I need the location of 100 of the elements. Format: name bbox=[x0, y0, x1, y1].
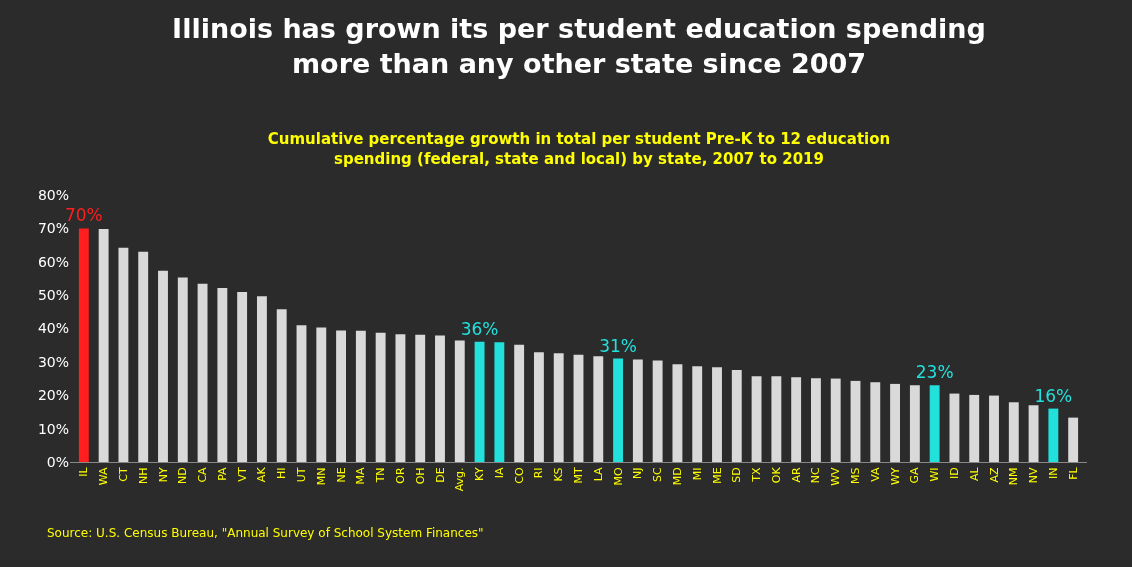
bar bbox=[712, 367, 722, 462]
bar bbox=[771, 376, 782, 462]
x-tick-label: WV bbox=[829, 466, 843, 486]
x-tick-label: AR bbox=[789, 467, 803, 483]
bar bbox=[355, 330, 366, 462]
x-tick-label: NJ bbox=[631, 467, 645, 479]
bar bbox=[573, 354, 584, 462]
chart-title: Illinois has grown its per student education spending more than any other state since 2007 bbox=[172, 13, 986, 80]
bar bbox=[177, 277, 188, 462]
bar bbox=[1068, 417, 1079, 462]
x-tick-label: VT bbox=[235, 467, 249, 482]
bar bbox=[731, 369, 742, 462]
bar bbox=[78, 228, 89, 462]
bar bbox=[395, 334, 406, 462]
x-tick-label: NC bbox=[809, 467, 823, 484]
x-tick-label: NM bbox=[1007, 467, 1021, 486]
y-tick-label: 40% bbox=[37, 320, 69, 337]
bar bbox=[256, 296, 267, 462]
x-tick-label: VA bbox=[868, 466, 882, 482]
bar bbox=[514, 344, 525, 462]
bar bbox=[791, 377, 802, 462]
bar bbox=[415, 334, 426, 462]
x-tick-label: AK bbox=[255, 466, 269, 483]
x-tick-label: AZ bbox=[987, 466, 1001, 483]
bar bbox=[435, 335, 445, 462]
x-tick-label: MA bbox=[354, 466, 368, 485]
chart-subtitle: Cumulative percentage growth in total per student Pre-K to 12 education spending (federal, state and local) by state, 2007 to 2019 bbox=[267, 130, 891, 168]
x-tick-label: AL bbox=[967, 466, 981, 482]
y-tick-label: 50% bbox=[37, 287, 69, 304]
x-tick-label: OH bbox=[413, 467, 427, 485]
x-tick-label: ND bbox=[176, 467, 190, 485]
x-tick-label: NH bbox=[136, 467, 150, 484]
x-tick-label: KY bbox=[473, 467, 487, 481]
x-tick-label: MN bbox=[314, 467, 328, 486]
y-tick-label: 30% bbox=[37, 353, 69, 370]
bar bbox=[672, 364, 683, 462]
data-label: 36% bbox=[460, 318, 499, 339]
x-tick-label: KS bbox=[552, 467, 566, 482]
data-label: 16% bbox=[1034, 385, 1073, 406]
data-label: 31% bbox=[599, 335, 637, 356]
x-tick-label: OK bbox=[769, 466, 783, 484]
x-tick-label: NY bbox=[156, 467, 170, 483]
x-tick-label: Avg. bbox=[453, 467, 467, 492]
x-tick-label: GA bbox=[908, 466, 922, 484]
bar bbox=[296, 325, 307, 462]
x-tick-label: LA bbox=[591, 466, 605, 482]
bar bbox=[474, 341, 485, 462]
x-tick-label: SC bbox=[651, 467, 665, 483]
x-tick-label: RI bbox=[532, 467, 546, 479]
bar bbox=[692, 366, 703, 462]
x-tick-label: WI bbox=[928, 467, 942, 482]
x-tick-label: ME bbox=[710, 467, 724, 484]
bar bbox=[652, 360, 663, 462]
bar bbox=[989, 395, 999, 462]
bar bbox=[533, 352, 544, 462]
source-note: Source: U.S. Census Bureau, "Annual Survey of School System Finances" bbox=[47, 526, 484, 540]
bar bbox=[890, 383, 901, 462]
bar bbox=[158, 270, 168, 462]
x-tick-label: MO bbox=[611, 467, 625, 486]
bar bbox=[316, 327, 327, 462]
bar bbox=[929, 385, 940, 462]
data-label: 23% bbox=[915, 362, 954, 383]
bar bbox=[553, 353, 564, 462]
x-tick-label: DE bbox=[433, 467, 447, 483]
x-tick-label: UT bbox=[295, 467, 309, 483]
x-tick-label: CA bbox=[196, 466, 210, 483]
x-tick-label: MS bbox=[849, 467, 863, 484]
x-tick-label: MT bbox=[572, 467, 586, 484]
bar bbox=[969, 394, 980, 462]
bar bbox=[118, 247, 129, 462]
x-tick-label: ID bbox=[948, 467, 962, 480]
x-tick-label: OR bbox=[394, 467, 408, 484]
bar bbox=[1028, 405, 1039, 462]
x-tick-label: IL bbox=[77, 466, 91, 477]
y-tick-label: 20% bbox=[37, 387, 69, 404]
bar bbox=[909, 385, 920, 462]
x-tick-label: SD bbox=[730, 467, 744, 483]
bar bbox=[613, 358, 624, 462]
bar bbox=[138, 251, 149, 462]
bar bbox=[949, 393, 960, 462]
bar bbox=[850, 380, 861, 462]
y-tick-label: 80% bbox=[37, 186, 69, 203]
x-tick-label: NV bbox=[1027, 466, 1041, 484]
bar bbox=[237, 292, 248, 462]
y-tick-label: 60% bbox=[37, 253, 69, 270]
bar bbox=[1008, 402, 1019, 462]
y-tick-label: 70% bbox=[37, 220, 69, 237]
bar bbox=[217, 288, 228, 462]
x-tick-label: MD bbox=[671, 467, 685, 486]
bar bbox=[870, 382, 881, 462]
x-tick-label: TX bbox=[750, 466, 764, 483]
bar bbox=[751, 376, 762, 462]
bar bbox=[1048, 408, 1059, 462]
bar bbox=[494, 342, 505, 462]
bar bbox=[197, 283, 208, 462]
bar bbox=[810, 378, 821, 462]
x-tick-label: MI bbox=[690, 467, 704, 481]
y-tick-label: 0% bbox=[46, 453, 69, 470]
bar bbox=[336, 330, 347, 462]
bar bbox=[632, 359, 643, 462]
